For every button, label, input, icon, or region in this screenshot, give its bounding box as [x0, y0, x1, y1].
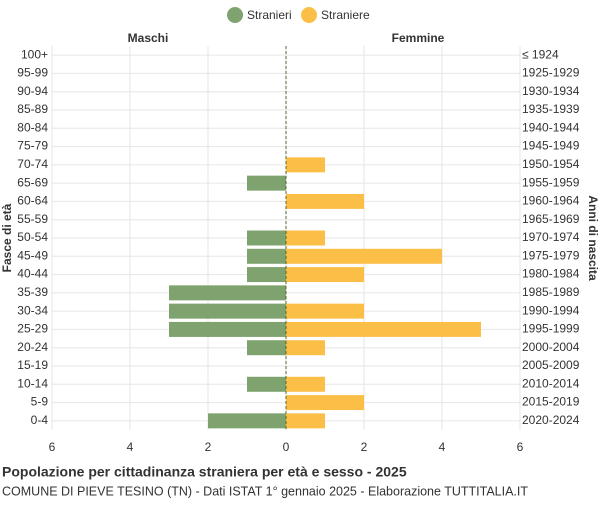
y-tick-label: 0-4: [31, 413, 49, 427]
y2-tick-label: 2000-2004: [522, 340, 580, 354]
bar: [247, 230, 286, 246]
y-tick-label: 70-74: [17, 157, 48, 171]
y2-tick-label: 2010-2014: [522, 376, 580, 390]
bar: [247, 376, 286, 392]
bar: [286, 248, 442, 264]
y-tick-label: 45-49: [17, 248, 48, 262]
y-tick-label: 5-9: [31, 395, 49, 409]
x-tick-label: 6: [49, 440, 56, 454]
bar: [247, 340, 286, 356]
bar: [286, 376, 325, 392]
y-tick-label: 90-94: [17, 84, 48, 98]
y-tick-label: 40-44: [17, 267, 48, 281]
y-tick-label: 25-29: [17, 322, 48, 336]
y2-tick-label: 1970-1974: [522, 230, 580, 244]
x-tick-label: 4: [127, 440, 134, 454]
y2-tick-label: 2020-2024: [522, 413, 580, 427]
x-tick-label: 2: [205, 440, 212, 454]
y2-tick-label: 1945-1949: [522, 139, 580, 153]
y2-tick-label: 1965-1969: [522, 212, 580, 226]
legend-label: Straniere: [321, 8, 370, 22]
y-tick-label: 80-84: [17, 120, 48, 134]
legend-marker: [227, 7, 243, 23]
y-tick-label: 65-69: [17, 175, 48, 189]
y2-tick-label: 2015-2019: [522, 395, 580, 409]
y2-tick-label: 1935-1939: [522, 102, 580, 116]
y2-tick-label: 1975-1979: [522, 248, 580, 262]
y2-axis-title: Anni di nascita: [586, 195, 600, 281]
bar: [169, 285, 286, 301]
y2-tick-label: 1995-1999: [522, 322, 580, 336]
bar: [286, 413, 325, 429]
y-tick-label: 55-59: [17, 212, 48, 226]
y2-tick-label: ≤ 1924: [522, 47, 559, 61]
bar: [286, 321, 481, 337]
left-label: Maschi: [128, 31, 169, 45]
right-label: Femmine: [392, 31, 445, 45]
x-tick-label: 4: [439, 440, 446, 454]
y-tick-label: 75-79: [17, 139, 48, 153]
y2-tick-label: 1985-1989: [522, 285, 580, 299]
x-tick-label: 2: [361, 440, 368, 454]
bar: [286, 230, 325, 246]
y-tick-label: 10-14: [17, 376, 48, 390]
bar: [247, 248, 286, 264]
y-tick-label: 60-64: [17, 194, 48, 208]
bar: [286, 395, 364, 411]
bar: [286, 157, 325, 173]
bar: [247, 267, 286, 283]
y2-tick-label: 1925-1929: [522, 66, 580, 80]
y-tick-label: 100+: [21, 47, 48, 61]
bar: [208, 413, 286, 429]
y2-tick-label: 1930-1934: [522, 84, 580, 98]
y-tick-label: 85-89: [17, 102, 48, 116]
bar: [286, 193, 364, 209]
bar: [247, 175, 286, 191]
y2-tick-label: 1940-1944: [522, 120, 580, 134]
y-tick-label: 35-39: [17, 285, 48, 299]
x-tick-label: 6: [517, 440, 524, 454]
x-tick-label: 0: [283, 440, 290, 454]
chart-title: Popolazione per cittadinanza straniera p…: [2, 464, 407, 480]
legend-marker: [301, 7, 317, 23]
y-axis-title: Fasce di età: [0, 203, 14, 272]
y-tick-label: 95-99: [17, 66, 48, 80]
chart-subtitle: COMUNE DI PIEVE TESINO (TN) - Dati ISTAT…: [2, 484, 528, 498]
y2-tick-label: 1980-1984: [522, 267, 580, 281]
y-tick-label: 15-19: [17, 358, 48, 372]
y2-tick-label: 1990-1994: [522, 303, 580, 317]
y2-tick-label: 1955-1959: [522, 175, 580, 189]
y2-tick-label: 1960-1964: [522, 194, 580, 208]
y-tick-label: 50-54: [17, 230, 48, 244]
y2-tick-label: 1950-1954: [522, 157, 580, 171]
y-tick-label: 20-24: [17, 340, 48, 354]
y2-tick-label: 2005-2009: [522, 358, 580, 372]
bar: [286, 267, 364, 283]
y-tick-label: 30-34: [17, 303, 48, 317]
bar: [286, 303, 364, 319]
bar: [169, 303, 286, 319]
bar: [169, 321, 286, 337]
legend-label: Stranieri: [247, 8, 292, 22]
bar: [286, 340, 325, 356]
